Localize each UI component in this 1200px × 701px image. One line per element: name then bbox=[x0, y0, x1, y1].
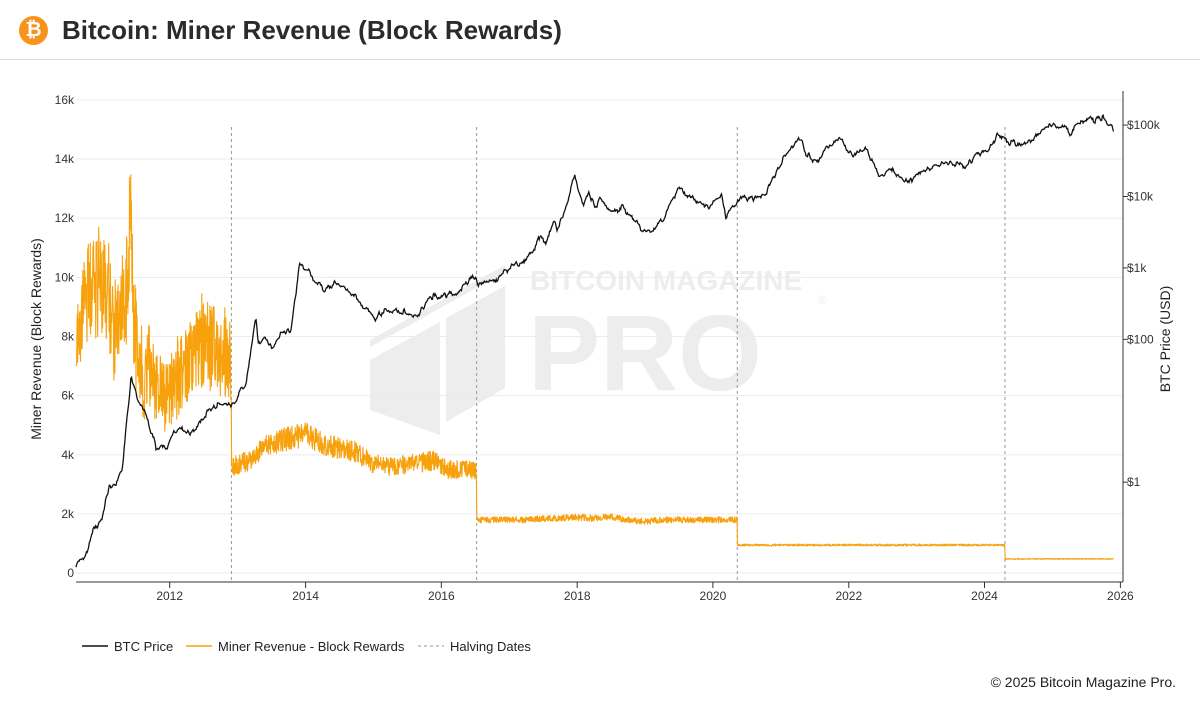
legend-btc-price[interactable]: BTC Price bbox=[82, 639, 173, 654]
x-axis-ticks: 2012 2014 2016 2018 2020 2022 2024 2026 bbox=[156, 582, 1134, 603]
y-left-tick-label: 8k bbox=[61, 330, 75, 344]
left-axis-ticks: 0 2k 4k 6k 8k 10k 12k 14k 16k bbox=[55, 93, 75, 580]
watermark-line2: PRO bbox=[528, 292, 762, 413]
x-tick-label: 2026 bbox=[1107, 589, 1134, 603]
axes bbox=[76, 91, 1124, 583]
legend: BTC Price Miner Revenue - Block Rewards Ha… bbox=[82, 639, 531, 654]
chart-header: ₿ Bitcoin: Miner Revenue (Block Rewards) bbox=[0, 0, 1200, 60]
chart-title: Bitcoin: Miner Revenue (Block Rewards) bbox=[62, 15, 562, 45]
legend-miner-revenue-label: Miner Revenue - Block Rewards bbox=[218, 639, 405, 654]
y-left-axis-title: Miner Revenue (Block Rewards) bbox=[28, 238, 44, 440]
y-left-tick-label: 12k bbox=[55, 211, 75, 225]
x-tick-label: 2022 bbox=[835, 589, 862, 603]
y-left-tick-label: 10k bbox=[55, 270, 75, 284]
legend-btc-price-label: BTC Price bbox=[114, 639, 173, 654]
right-axis-ticks: $1 $100 $1k $10k $100k bbox=[1123, 118, 1161, 489]
bitcoin-logo-icon: ₿ bbox=[19, 16, 48, 45]
y-right-tick-label: $1 bbox=[1127, 475, 1141, 489]
miner-revenue-line bbox=[75, 174, 1114, 560]
grid-lines bbox=[76, 99, 1123, 574]
watermark-registered-mark: ® bbox=[818, 293, 827, 307]
legend-halving-dates[interactable]: Halving Dates bbox=[418, 639, 531, 654]
x-tick-label: 2012 bbox=[156, 589, 183, 603]
y-right-tick-label: $10k bbox=[1127, 189, 1154, 203]
x-tick-label: 2018 bbox=[564, 589, 591, 603]
x-tick-label: 2024 bbox=[971, 589, 998, 603]
x-tick-label: 2016 bbox=[428, 589, 455, 603]
watermark-logo-icon bbox=[370, 265, 505, 435]
y-right-axis-title: BTC Price (USD) bbox=[1157, 286, 1173, 393]
y-left-tick-label: 6k bbox=[61, 389, 75, 403]
copyright-notice: © 2025 Bitcoin Magazine Pro. bbox=[990, 674, 1176, 690]
y-right-tick-label: $100k bbox=[1127, 118, 1161, 132]
watermark-line1: BITCOIN MAGAZINE bbox=[530, 265, 802, 296]
watermark: BITCOIN MAGAZINE PRO ® bbox=[370, 265, 827, 435]
legend-halving-dates-label: Halving Dates bbox=[450, 639, 531, 654]
y-right-tick-label: $1k bbox=[1127, 261, 1147, 275]
y-left-tick-label: 16k bbox=[55, 93, 75, 107]
chart-area: BITCOIN MAGAZINE PRO ® 0 2k 4k 6k 8k 10k 12k 14… bbox=[0, 60, 1200, 696]
y-left-tick-label: 0 bbox=[67, 566, 74, 580]
legend-miner-revenue[interactable]: Miner Revenue - Block Rewards bbox=[186, 639, 405, 654]
x-tick-label: 2014 bbox=[292, 589, 319, 603]
y-left-tick-label: 2k bbox=[61, 507, 75, 521]
revenue-series bbox=[75, 174, 1114, 560]
chart-svg: BITCOIN MAGAZINE PRO ® 0 2k 4k 6k 8k 10k 12k 14… bbox=[28, 91, 1173, 654]
y-left-tick-label: 4k bbox=[61, 448, 75, 462]
btc-price-line bbox=[75, 114, 1115, 568]
y-right-tick-label: $100 bbox=[1127, 332, 1154, 346]
x-tick-label: 2020 bbox=[700, 589, 727, 603]
y-left-tick-label: 14k bbox=[55, 152, 75, 166]
price-series bbox=[75, 114, 1115, 568]
